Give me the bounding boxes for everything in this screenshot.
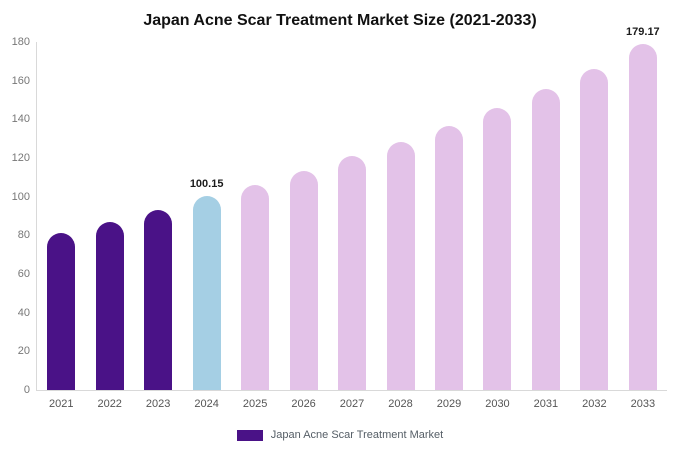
bar (386, 141, 415, 390)
x-tick-label: 2028 (388, 398, 413, 410)
y-tick-label: 140 (11, 113, 30, 126)
plot-area: 0 20 40 60 80 100 120 140 160 180 100.15 179.17 20… (12, 26, 667, 410)
bar (95, 221, 124, 390)
x-tick-label: 2031 (533, 398, 559, 410)
bar-column (231, 42, 279, 390)
x-tick-label: 2029 (436, 398, 462, 410)
bar-column (425, 42, 473, 390)
bar (483, 107, 512, 390)
x-tick-label: 2032 (582, 398, 607, 410)
bar-column (134, 42, 182, 390)
x-tick-label: 2027 (339, 398, 365, 410)
x-tick-label: 2024 (194, 398, 219, 410)
y-tick-label: 40 (17, 306, 30, 319)
bar (192, 196, 221, 390)
legend: Japan Acne Scar Treatment Market (0, 429, 680, 441)
bar (580, 68, 609, 390)
legend-swatch (236, 429, 263, 441)
bar-column: 100.15 (182, 42, 230, 390)
bar-column: 179.17 (619, 26, 667, 390)
legend-label: Japan Acne Scar Treatment Market (270, 429, 444, 441)
bar (628, 43, 657, 390)
bar-column (473, 42, 521, 390)
bar (289, 171, 318, 390)
x-tick-label: 2023 (145, 398, 171, 410)
x-axis-labels: 2021 2022 2023 2024 2025 2026 2027 2028 2029 2030… (37, 390, 667, 410)
bar (241, 185, 270, 390)
x-tick-label: 2022 (97, 398, 122, 410)
bar (144, 210, 173, 390)
bar-column (279, 42, 327, 390)
bar-series: 100.15 179.17 (37, 26, 667, 390)
bar (338, 156, 367, 390)
y-tick-label: 100 (11, 190, 30, 203)
bar-value-label: 100.15 (189, 178, 224, 191)
y-tick-label: 120 (11, 152, 30, 164)
bar-column (85, 42, 133, 390)
y-tick-label: 80 (17, 229, 30, 242)
bar (531, 88, 560, 390)
bar-value-label: 179.17 (626, 25, 660, 38)
y-tick-label: 160 (11, 74, 30, 87)
bar-column (522, 42, 570, 390)
y-tick-label: 180 (11, 36, 30, 48)
bar-column (37, 42, 85, 390)
bar-column (328, 42, 376, 390)
x-tick-label: 2021 (48, 398, 74, 410)
bar (434, 126, 463, 390)
bar-column (570, 42, 618, 390)
chart-title: Japan Acne Scar Treatment Market Size (2… (143, 12, 537, 29)
x-tick-label: 2026 (291, 398, 316, 410)
y-tick-label: 20 (17, 345, 30, 358)
bar (47, 233, 76, 390)
x-tick-label: 2025 (242, 398, 268, 410)
bar-column (376, 42, 424, 390)
y-tick-label: 0 (23, 384, 30, 396)
x-tick-label: 2030 (485, 398, 510, 410)
y-tick-label: 60 (17, 268, 30, 280)
x-tick-label: 2033 (630, 398, 656, 410)
